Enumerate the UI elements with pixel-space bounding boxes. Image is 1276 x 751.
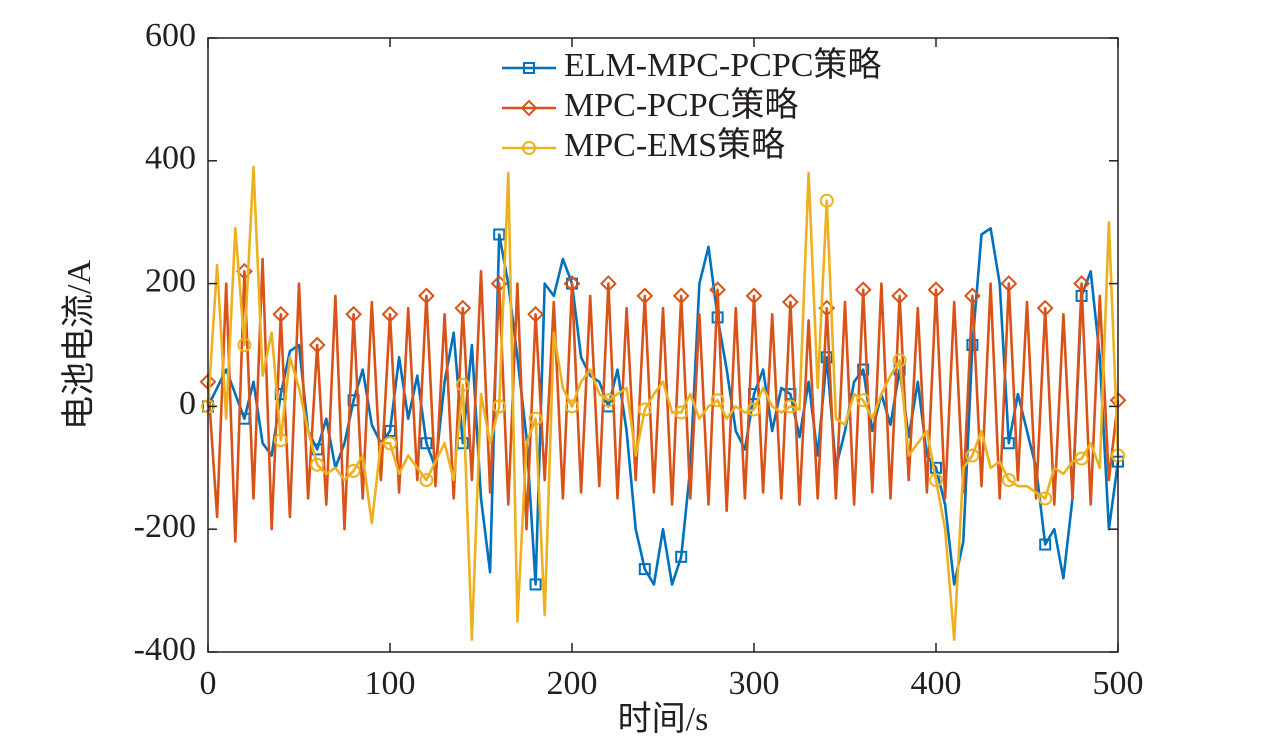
marker — [1073, 275, 1091, 293]
marker — [929, 473, 943, 488]
marker — [419, 473, 434, 488]
y-axis-label: 电池电流/A — [60, 260, 98, 430]
x-tick-label: 200 — [547, 665, 598, 702]
y-tick-label: -400 — [134, 631, 196, 668]
y-tick-label: 600 — [145, 17, 196, 54]
marker — [675, 550, 688, 563]
marker — [237, 338, 252, 352]
marker — [529, 578, 542, 591]
marker — [528, 411, 543, 426]
series-line — [206, 257, 1120, 543]
series-line — [206, 165, 1120, 641]
legend-label: MPC-PCPC策略 — [564, 86, 798, 124]
series-line — [206, 227, 1120, 586]
marker — [345, 305, 363, 323]
marker — [781, 293, 799, 311]
marker — [455, 377, 470, 392]
marker — [383, 436, 397, 451]
marker — [1036, 299, 1054, 317]
marker — [636, 287, 654, 305]
marker — [599, 275, 617, 293]
marker — [417, 287, 435, 305]
y-tick-label: 0 — [179, 385, 196, 422]
marker — [492, 399, 507, 414]
x-axis-label: 时间/s — [618, 701, 709, 738]
marker — [420, 437, 433, 450]
marker — [856, 393, 871, 408]
x-tick-label: 100 — [365, 665, 416, 702]
marker — [563, 275, 581, 293]
plot-area — [199, 165, 1127, 641]
marker — [745, 287, 763, 305]
marker — [273, 433, 288, 448]
marker — [1000, 275, 1018, 293]
marker — [709, 281, 727, 299]
marker — [857, 363, 870, 376]
marker — [747, 402, 761, 417]
marker — [1039, 538, 1052, 551]
marker — [891, 287, 909, 305]
marker — [493, 228, 506, 241]
legend-label: ELM-MPC-PCPC策略 — [564, 46, 881, 84]
marker — [527, 305, 545, 323]
marker — [674, 405, 689, 420]
marker — [308, 336, 326, 354]
marker — [965, 448, 980, 463]
marker — [1038, 491, 1053, 506]
marker — [346, 463, 361, 478]
marker — [1074, 451, 1089, 466]
marker — [963, 287, 981, 305]
marker — [1001, 473, 1016, 488]
marker — [454, 299, 472, 317]
marker — [601, 393, 616, 408]
x-tick-label: 0 — [200, 665, 217, 702]
marker — [522, 141, 536, 155]
marker — [930, 461, 942, 474]
marker — [523, 62, 535, 74]
y-tick-label: 200 — [145, 262, 196, 299]
x-tick-label: 300 — [729, 665, 780, 702]
y-tick-label: 400 — [145, 140, 196, 177]
marker — [638, 563, 651, 576]
marker — [892, 353, 907, 368]
marker — [565, 399, 579, 414]
marker — [381, 305, 399, 323]
marker — [310, 457, 325, 472]
marker — [854, 281, 872, 299]
x-tick-label: 400 — [911, 665, 962, 702]
marker — [672, 287, 690, 305]
legend-label: MPC-EMS策略 — [564, 126, 785, 164]
marker — [637, 402, 652, 417]
marker — [710, 393, 725, 408]
marker — [783, 399, 798, 414]
marker — [966, 339, 979, 351]
axes-box — [207, 37, 1119, 653]
x-tick-label: 500 — [1093, 665, 1144, 702]
marker — [820, 351, 833, 364]
marker — [272, 305, 290, 323]
marker — [520, 99, 538, 117]
marker — [819, 193, 834, 208]
marker — [927, 281, 945, 299]
marker — [1002, 437, 1015, 450]
y-tick-label: -200 — [134, 508, 196, 545]
